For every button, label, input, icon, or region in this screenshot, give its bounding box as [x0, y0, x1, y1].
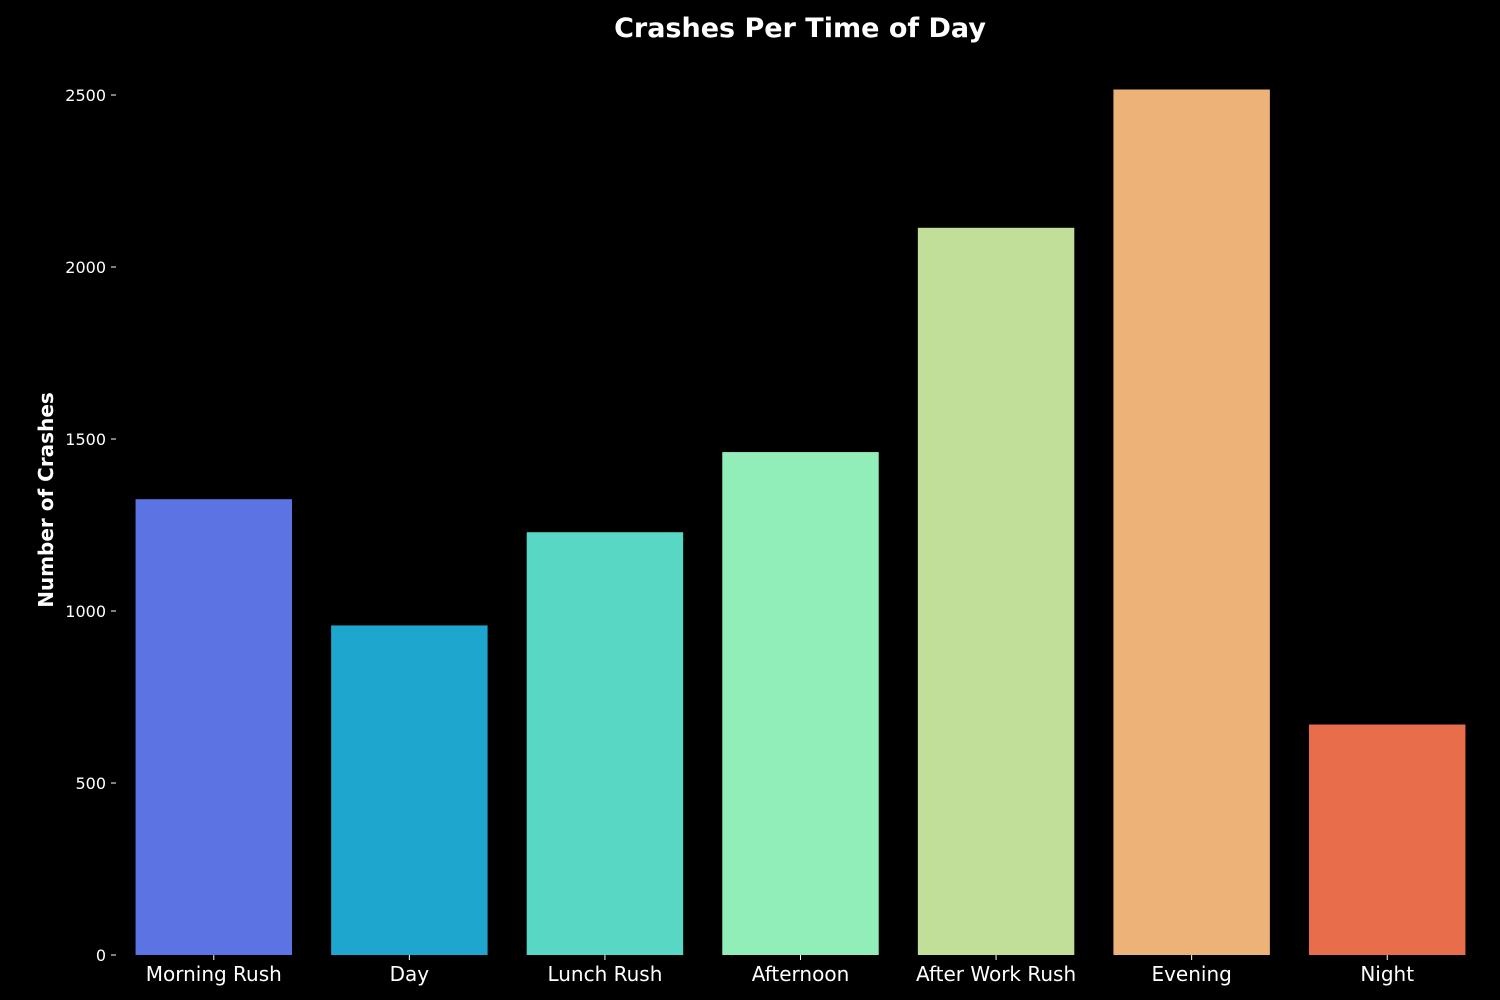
bar: [722, 452, 879, 955]
x-axis: Morning Rush Day Lunch Rush Afternoon After …: [146, 955, 1414, 986]
x-tick-label: Lunch Rush: [547, 962, 662, 986]
y-tick-label: 0: [96, 946, 106, 965]
x-tick-label: Evening: [1151, 962, 1231, 986]
x-tick-label: Night: [1360, 962, 1414, 986]
y-tick-label: 1000: [65, 602, 106, 621]
chart-title: Crashes Per Time of Day: [614, 13, 986, 44]
y-tick-label: 1500: [65, 430, 106, 449]
x-tick-label: Morning Rush: [146, 962, 282, 986]
x-tick-label: After Work Rush: [916, 962, 1076, 986]
bar: [917, 227, 1075, 955]
bars-group: [135, 89, 1466, 956]
y-tick-label: 2000: [65, 258, 106, 277]
x-tick-label: Afternoon: [752, 962, 850, 986]
bar: [1113, 89, 1270, 956]
y-axis-label: Number of Crashes: [34, 392, 58, 608]
bar: [526, 532, 684, 955]
x-tick-label: Day: [390, 962, 430, 986]
bar: [135, 499, 293, 955]
y-tick-label: 2500: [65, 86, 106, 105]
bar: [331, 625, 488, 955]
bar: [1308, 724, 1466, 955]
y-tick-label: 500: [75, 774, 106, 793]
y-axis: 0 500 1000 1500 2000 2500: [65, 86, 116, 965]
